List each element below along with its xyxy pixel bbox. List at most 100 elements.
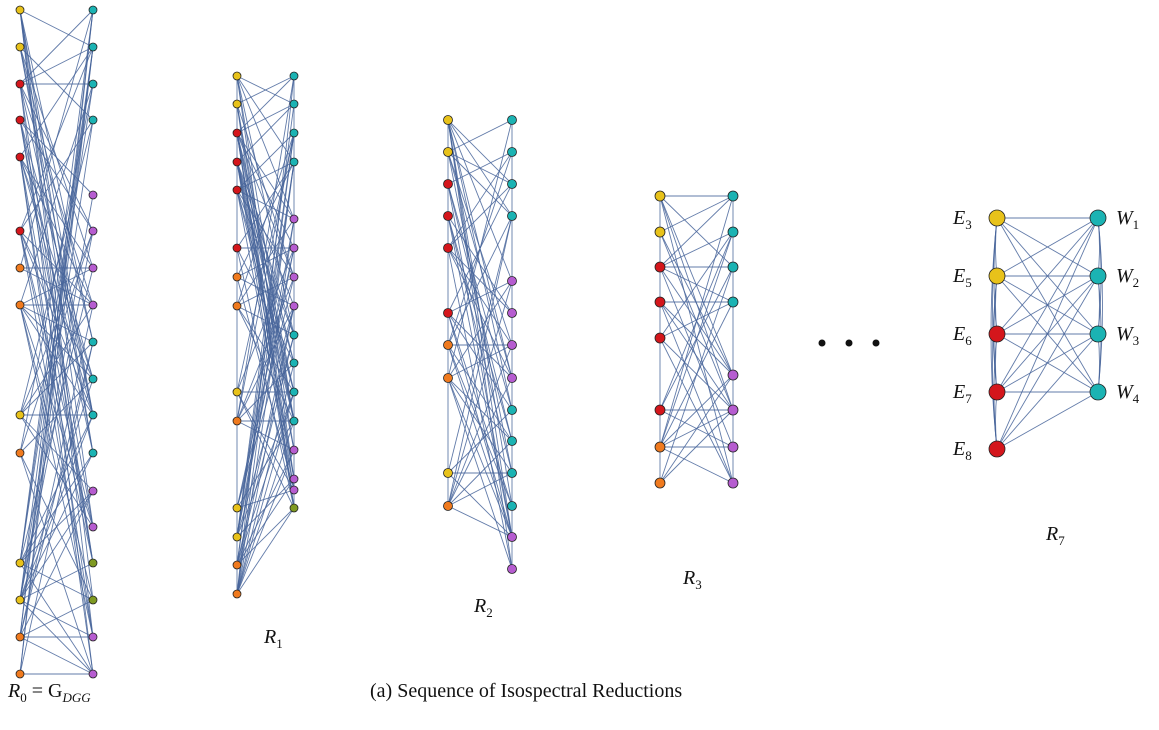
edge — [19, 156, 94, 306]
graph-node — [507, 115, 517, 125]
edge — [236, 247, 295, 364]
edge — [659, 266, 734, 484]
ellipsis-dot — [845, 339, 853, 347]
graph-label-r2-main: R — [473, 595, 486, 617]
graph-node — [443, 243, 453, 253]
node-label-main: W — [1116, 381, 1135, 403]
edge — [236, 103, 295, 163]
graph-node — [289, 358, 299, 368]
graph-node — [654, 477, 666, 489]
graph-node — [15, 669, 25, 679]
graph-node — [443, 340, 453, 350]
edge — [447, 215, 513, 507]
node-label: E8 — [952, 438, 972, 463]
graph-node — [443, 373, 453, 383]
graph-node — [289, 330, 299, 340]
edge — [19, 599, 94, 638]
edge — [236, 247, 295, 538]
graph-node — [654, 404, 666, 416]
edge — [236, 103, 295, 134]
edge — [236, 132, 295, 491]
edge — [447, 377, 513, 442]
r1-edges — [236, 75, 295, 595]
graph-label-r2: R2 — [473, 595, 493, 620]
edge — [447, 505, 513, 538]
graph-node — [88, 226, 98, 236]
node-label-sub: 2 — [1133, 275, 1140, 290]
graph-node — [988, 325, 1006, 343]
graph-label-r0-sub: 0 — [20, 690, 27, 705]
graph-node — [15, 632, 25, 642]
graph-node — [507, 308, 517, 318]
edge — [659, 195, 734, 268]
graph-node — [88, 558, 98, 568]
edge — [19, 490, 94, 638]
graph-node — [654, 261, 666, 273]
graph-node — [289, 243, 299, 253]
graph-node — [232, 243, 242, 253]
edge — [19, 636, 94, 675]
edge — [236, 161, 295, 191]
edge — [659, 374, 734, 448]
edge — [996, 275, 1099, 450]
r3-nodes — [654, 190, 739, 489]
graph-node — [88, 632, 98, 642]
ellipsis-dot — [872, 339, 880, 347]
edge — [447, 377, 513, 538]
graph-node — [15, 595, 25, 605]
node-label-main: W — [1116, 207, 1135, 229]
graph-node — [1089, 383, 1107, 401]
edge — [19, 46, 94, 675]
node-label: E5 — [952, 265, 972, 290]
graph-label-r0-main: R — [7, 680, 20, 702]
graph-node — [232, 560, 242, 570]
graph-node — [727, 296, 739, 308]
graph-label-r1: R1 — [263, 626, 283, 651]
node-label: W1 — [1116, 207, 1139, 232]
node-label: W4 — [1116, 381, 1140, 406]
graph-node — [88, 42, 98, 52]
edge — [236, 449, 295, 595]
node-label-sub: 4 — [1133, 391, 1140, 406]
edge — [659, 266, 734, 448]
node-label-sub: 8 — [965, 448, 972, 463]
graph-node — [232, 185, 242, 195]
graph-node — [289, 214, 299, 224]
graph-node — [15, 226, 25, 236]
graph-node — [654, 296, 666, 308]
graph-node — [15, 300, 25, 310]
edge — [996, 391, 1099, 450]
graph-node — [289, 99, 299, 109]
node-label-main: E — [952, 323, 965, 345]
edge — [236, 391, 295, 538]
edge — [659, 374, 734, 484]
edge — [236, 507, 295, 595]
r3-edges — [659, 195, 734, 484]
edge — [996, 333, 1099, 450]
graph-node — [15, 410, 25, 420]
graph-node — [507, 147, 517, 157]
graph-node — [232, 157, 242, 167]
edge — [19, 46, 94, 121]
graph-node — [289, 503, 299, 513]
graph-node — [232, 99, 242, 109]
edge — [19, 46, 94, 158]
edge — [447, 119, 513, 185]
graph-node — [289, 71, 299, 81]
graph-node — [15, 115, 25, 125]
edge — [447, 119, 513, 379]
graph-node — [654, 332, 666, 344]
graph-label-r3-main: R — [682, 567, 695, 589]
edge — [659, 301, 734, 411]
graph-node — [507, 276, 517, 286]
edge — [659, 231, 734, 376]
graph-node — [1089, 267, 1107, 285]
edge — [447, 215, 513, 442]
edge — [447, 280, 513, 314]
edge — [236, 189, 295, 278]
node-label-sub: 3 — [1133, 333, 1140, 348]
graph-node — [507, 211, 517, 221]
node-label-sub: 1 — [1133, 217, 1140, 232]
edge — [996, 217, 1099, 393]
